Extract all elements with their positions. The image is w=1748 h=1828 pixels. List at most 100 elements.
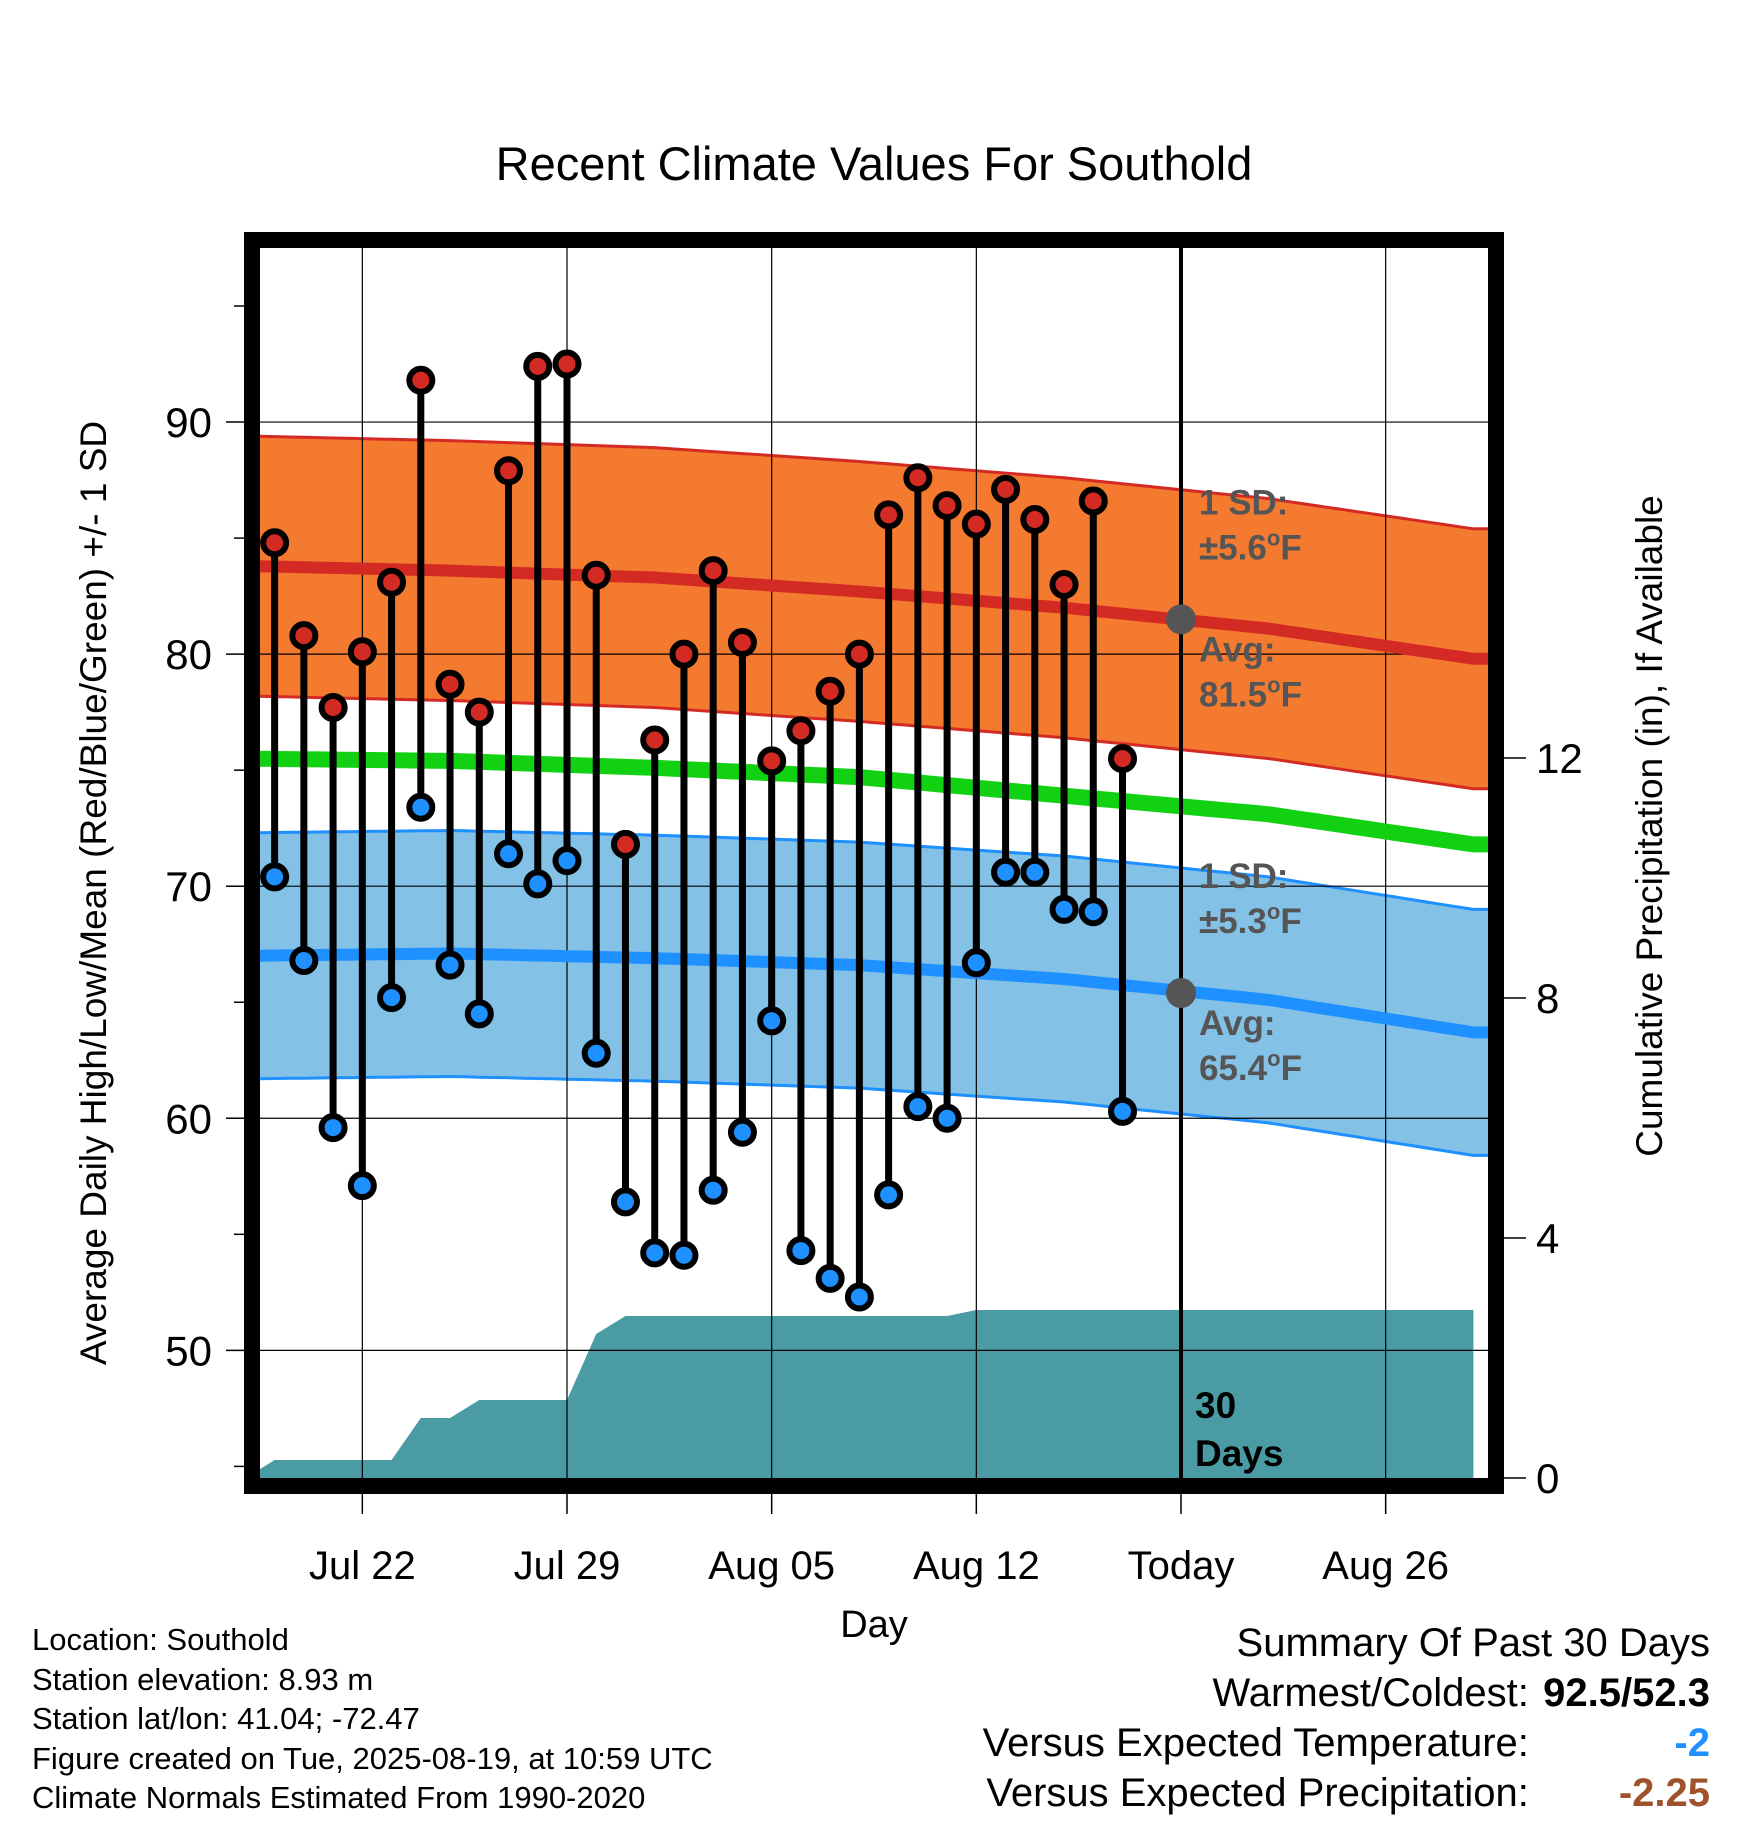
daily-low-marker bbox=[464, 999, 494, 1029]
x-tick-label: Aug 26 bbox=[1322, 1544, 1449, 1588]
low-sd-value-degree: o bbox=[1267, 899, 1280, 924]
y-tick-label: 80 bbox=[165, 631, 212, 678]
daily-high-marker bbox=[727, 628, 757, 658]
daily-low-marker bbox=[581, 1038, 611, 1068]
daily-high-marker bbox=[610, 829, 640, 859]
y-tick-label: 70 bbox=[165, 863, 212, 910]
daily-low-marker bbox=[727, 1117, 757, 1147]
daily-low-marker bbox=[961, 948, 991, 978]
normal-mean-line bbox=[259, 750, 1488, 853]
y-tick-label: 60 bbox=[165, 1095, 212, 1142]
high-avg-label: Avg: bbox=[1199, 630, 1275, 669]
summary-panel: Summary Of Past 30 Days Warmest/Coldest:… bbox=[983, 1618, 1710, 1818]
high-sd-value-unit: F bbox=[1280, 528, 1301, 567]
daily-low-marker bbox=[406, 792, 436, 822]
daily-low-marker bbox=[260, 862, 290, 892]
daily-low-marker bbox=[318, 1113, 348, 1143]
station-latlon: Station lat/lon: 41.04; -72.47 bbox=[32, 1701, 420, 1736]
daily-high-marker bbox=[786, 716, 816, 746]
daily-low-marker bbox=[435, 950, 465, 980]
low-sd-value-number: ±5.3 bbox=[1199, 902, 1267, 941]
x-tick-label: Aug 12 bbox=[913, 1544, 1040, 1588]
daily-high-marker bbox=[377, 567, 407, 597]
station-location: Location: Southold bbox=[32, 1622, 289, 1657]
precip-period-label: Days bbox=[1195, 1433, 1283, 1474]
daily-high-marker bbox=[1108, 744, 1138, 774]
vs-precip-label: Versus Expected Precipitation: bbox=[986, 1771, 1529, 1815]
high-sd-value-degree: o bbox=[1267, 525, 1280, 550]
summary-temp-row: Versus Expected Temperature: -2 bbox=[983, 1718, 1710, 1768]
daily-high-marker bbox=[494, 456, 524, 486]
today-high-normal-marker bbox=[1166, 604, 1196, 635]
warmest-label: Warmest/Coldest: bbox=[1212, 1671, 1529, 1715]
vs-precip-value: -2.25 bbox=[1618, 1771, 1710, 1815]
chart-title: Recent Climate Values For Southold bbox=[496, 137, 1253, 190]
x-tick-label: Today bbox=[1128, 1544, 1235, 1588]
daily-low-marker bbox=[1020, 857, 1050, 887]
high-sd-label: 1 SD: bbox=[1199, 483, 1288, 522]
daily-high-marker bbox=[815, 676, 845, 706]
daily-low-marker bbox=[552, 846, 582, 876]
daily-high-marker bbox=[1049, 570, 1079, 600]
normal-low-line bbox=[259, 947, 1488, 1039]
daily-low-marker bbox=[932, 1103, 962, 1133]
daily-high-marker bbox=[844, 639, 874, 669]
daily-low-marker bbox=[844, 1282, 874, 1312]
y2-tick-label: 4 bbox=[1536, 1215, 1559, 1262]
daily-high-marker bbox=[932, 491, 962, 521]
low-sd-label: 1 SD: bbox=[1199, 857, 1288, 896]
high-sd-value: ±5.6oF bbox=[1199, 525, 1302, 567]
y2-tick-label: 12 bbox=[1536, 735, 1583, 782]
daily-high-marker bbox=[318, 693, 348, 723]
high-avg-value-number: 81.5 bbox=[1199, 675, 1267, 714]
daily-high-marker bbox=[669, 639, 699, 669]
normal-high-line bbox=[259, 560, 1488, 665]
high-sd-band bbox=[260, 436, 1488, 789]
daily-high-marker bbox=[874, 500, 904, 530]
daily-high-marker bbox=[464, 697, 494, 727]
daily-low-marker bbox=[698, 1175, 728, 1205]
daily-low-marker bbox=[874, 1180, 904, 1210]
daily-low-marker bbox=[640, 1238, 670, 1268]
normal-bands-group bbox=[259, 434, 1488, 1157]
low-avg-value-degree: o bbox=[1267, 1046, 1280, 1071]
frame-group bbox=[244, 232, 1504, 1494]
low-avg-label: Avg: bbox=[1199, 1004, 1275, 1043]
daily-high-marker bbox=[757, 746, 787, 776]
x-tick-label: Jul 22 bbox=[309, 1544, 416, 1588]
daily-low-marker bbox=[991, 857, 1021, 887]
y-axis-title: Average Daily High/Low/Mean (Red/Blue/Gr… bbox=[73, 421, 114, 1365]
figure-created: Figure created on Tue, 2025-08-19, at 10… bbox=[32, 1740, 713, 1776]
x-axis-title: Day bbox=[840, 1604, 908, 1646]
daily-low-marker bbox=[610, 1187, 640, 1217]
daily-high-marker bbox=[1078, 486, 1108, 516]
high-sd-lower-line bbox=[259, 694, 1488, 791]
low-sd-value-unit: F bbox=[1280, 902, 1301, 941]
low-avg-value: 65.4oF bbox=[1199, 1046, 1302, 1088]
daily-high-marker bbox=[289, 621, 319, 651]
daily-low-marker bbox=[786, 1236, 816, 1266]
low-avg-value-number: 65.4 bbox=[1199, 1049, 1268, 1088]
precip-period-number: 30 bbox=[1195, 1385, 1236, 1426]
daily-bars-group bbox=[260, 349, 1138, 1312]
low-sd-lower-line bbox=[259, 1074, 1488, 1157]
axes-group: 50 60 70 80 90 0 4 8 12 Jul 22 Jul 29 Aug 05 Aug 12 T… bbox=[73, 305, 1670, 1646]
high-avg-value-unit: F bbox=[1281, 675, 1302, 714]
y2-tick-label: 0 bbox=[1536, 1455, 1559, 1502]
normal-lines-group bbox=[259, 248, 1488, 1478]
y2-tick-label: 8 bbox=[1536, 975, 1559, 1022]
daily-high-marker bbox=[698, 556, 728, 586]
station-elevation: Station elevation: 8.93 m bbox=[32, 1661, 374, 1697]
daily-high-marker bbox=[1020, 505, 1050, 535]
daily-low-marker bbox=[815, 1263, 845, 1293]
daily-low-marker bbox=[903, 1092, 933, 1122]
low-sd-upper-line bbox=[259, 828, 1488, 911]
y-tick-label: 90 bbox=[165, 399, 212, 446]
daily-high-marker bbox=[640, 725, 670, 755]
daily-low-marker bbox=[523, 869, 553, 899]
high-sd-upper-line bbox=[259, 434, 1488, 531]
daily-high-marker bbox=[523, 351, 553, 381]
summary-precip-row: Versus Expected Precipitation: -2.25 bbox=[983, 1768, 1710, 1818]
x-tick-label: Aug 05 bbox=[708, 1544, 835, 1588]
